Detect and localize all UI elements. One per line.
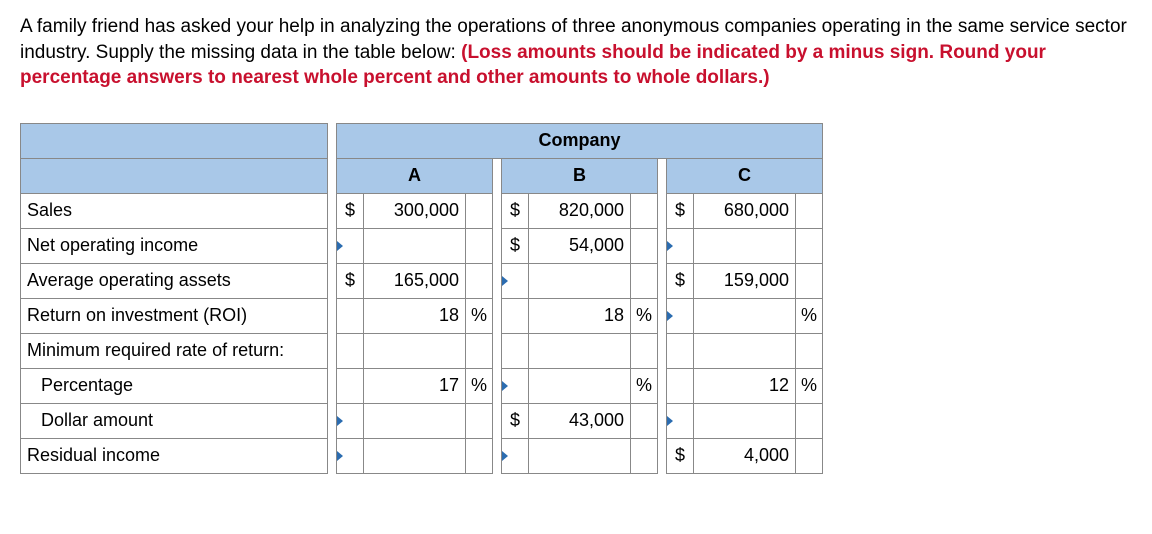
cell-value[interactable] bbox=[529, 438, 631, 473]
cell-currency[interactable] bbox=[502, 368, 529, 403]
cell-unit bbox=[631, 438, 658, 473]
cell-currency: $ bbox=[502, 403, 529, 438]
cell-currency bbox=[667, 368, 694, 403]
cell-value[interactable] bbox=[694, 228, 796, 263]
cell-value: 820,000 bbox=[529, 193, 631, 228]
cell-value: 12 bbox=[694, 368, 796, 403]
cell-unit bbox=[466, 193, 493, 228]
cell-value[interactable] bbox=[529, 368, 631, 403]
cell-value: 18 bbox=[364, 298, 466, 333]
cell-value: 54,000 bbox=[529, 228, 631, 263]
hdr-blank-left2 bbox=[21, 158, 328, 193]
cell-currency[interactable] bbox=[337, 438, 364, 473]
cell-unit: % bbox=[631, 298, 658, 333]
cell-currency: $ bbox=[502, 193, 529, 228]
cell-unit bbox=[631, 403, 658, 438]
hdr-blank-left bbox=[21, 123, 328, 158]
cell-unit bbox=[631, 228, 658, 263]
cell-value[interactable] bbox=[364, 438, 466, 473]
cell-unit: % bbox=[466, 368, 493, 403]
question-text: A family friend has asked your help in a… bbox=[20, 14, 1132, 91]
row-label: Return on investment (ROI) bbox=[21, 298, 328, 333]
cell-currency bbox=[667, 333, 694, 368]
cell-value: 17 bbox=[364, 368, 466, 403]
row-label: Net operating income bbox=[21, 228, 328, 263]
cell-unit: % bbox=[631, 368, 658, 403]
cell-unit bbox=[796, 263, 823, 298]
cell-value[interactable] bbox=[529, 263, 631, 298]
cell-value[interactable] bbox=[364, 403, 466, 438]
cell-currency bbox=[337, 298, 364, 333]
cell-value bbox=[529, 333, 631, 368]
cell-value: 159,000 bbox=[694, 263, 796, 298]
cell-currency bbox=[337, 333, 364, 368]
cell-currency: $ bbox=[337, 193, 364, 228]
hdr-company: Company bbox=[337, 123, 823, 158]
hdr-col-a: A bbox=[337, 158, 493, 193]
cell-value: 680,000 bbox=[694, 193, 796, 228]
cell-value[interactable] bbox=[364, 228, 466, 263]
cell-unit bbox=[466, 333, 493, 368]
company-table: Company A B C Sales$300,000$820,000$680,… bbox=[20, 123, 823, 474]
cell-currency[interactable] bbox=[667, 403, 694, 438]
cell-unit bbox=[466, 228, 493, 263]
cell-value: 4,000 bbox=[694, 438, 796, 473]
row-label: Sales bbox=[21, 193, 328, 228]
cell-value: 18 bbox=[529, 298, 631, 333]
cell-unit bbox=[631, 193, 658, 228]
cell-currency: $ bbox=[667, 193, 694, 228]
hdr-col-b: B bbox=[502, 158, 658, 193]
cell-value: 165,000 bbox=[364, 263, 466, 298]
cell-currency: $ bbox=[337, 263, 364, 298]
cell-unit bbox=[796, 193, 823, 228]
hdr-col-c: C bbox=[667, 158, 823, 193]
cell-currency[interactable] bbox=[667, 228, 694, 263]
row-label: Residual income bbox=[21, 438, 328, 473]
cell-currency[interactable] bbox=[502, 263, 529, 298]
cell-currency: $ bbox=[667, 263, 694, 298]
cell-unit bbox=[796, 228, 823, 263]
cell-currency[interactable] bbox=[667, 298, 694, 333]
cell-value bbox=[694, 333, 796, 368]
cell-currency[interactable] bbox=[502, 438, 529, 473]
cell-currency[interactable] bbox=[337, 403, 364, 438]
cell-unit: % bbox=[796, 298, 823, 333]
cell-unit bbox=[631, 333, 658, 368]
cell-currency[interactable] bbox=[337, 228, 364, 263]
cell-unit: % bbox=[796, 368, 823, 403]
cell-currency bbox=[502, 298, 529, 333]
cell-currency: $ bbox=[667, 438, 694, 473]
cell-unit bbox=[466, 438, 493, 473]
cell-unit bbox=[796, 438, 823, 473]
cell-value: 43,000 bbox=[529, 403, 631, 438]
cell-unit bbox=[466, 403, 493, 438]
cell-value[interactable] bbox=[694, 298, 796, 333]
cell-unit bbox=[631, 263, 658, 298]
cell-unit bbox=[796, 403, 823, 438]
row-label: Minimum required rate of return: bbox=[21, 333, 328, 368]
cell-value bbox=[364, 333, 466, 368]
row-label: Dollar amount bbox=[21, 403, 328, 438]
cell-value: 300,000 bbox=[364, 193, 466, 228]
row-label: Average operating assets bbox=[21, 263, 328, 298]
cell-unit bbox=[796, 333, 823, 368]
cell-currency: $ bbox=[502, 228, 529, 263]
cell-currency bbox=[502, 333, 529, 368]
row-label: Percentage bbox=[21, 368, 328, 403]
cell-value[interactable] bbox=[694, 403, 796, 438]
cell-unit: % bbox=[466, 298, 493, 333]
cell-currency bbox=[337, 368, 364, 403]
cell-unit bbox=[466, 263, 493, 298]
